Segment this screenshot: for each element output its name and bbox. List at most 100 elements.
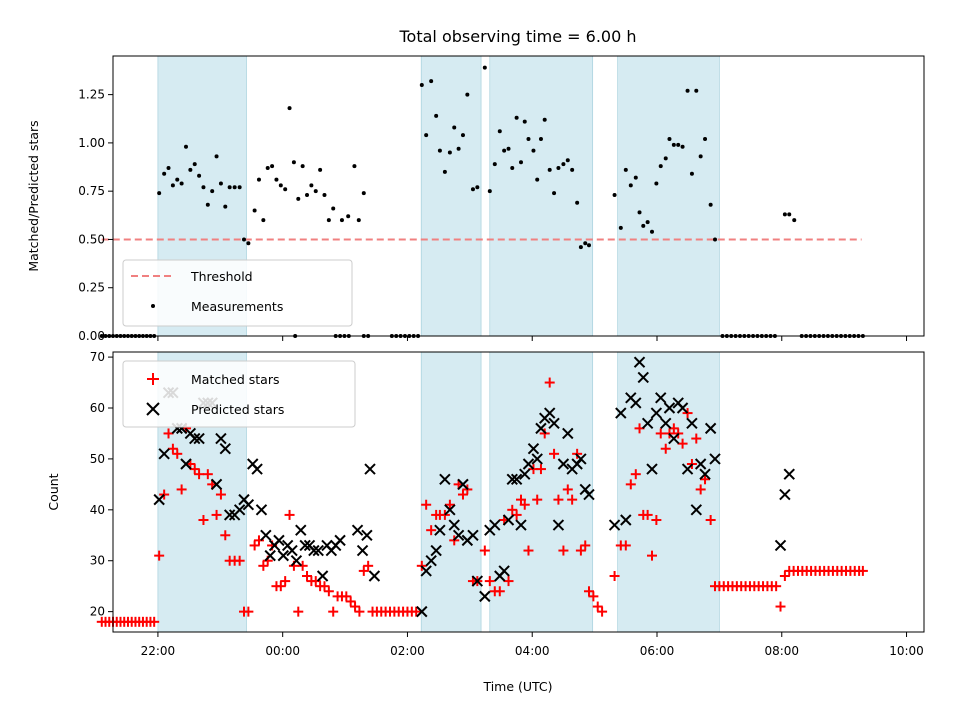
y-tick-label: 50 [90,452,105,466]
matched-star-point [176,484,187,495]
measurement-point [694,88,699,93]
measurement-point [201,185,206,190]
measurement-point [162,171,167,176]
measurement-point [242,237,247,242]
matched-star-point [421,499,432,510]
matched-star-point [700,474,711,485]
predicted-star-point [779,488,791,501]
matched-star-point [597,606,608,617]
measurement-point [331,206,336,211]
measurement-point [447,150,452,155]
measurement-point [434,113,439,118]
measurement-point [246,241,251,246]
measurement-point [214,154,219,159]
matched-star-point [198,515,209,525]
measurement-point [787,212,792,217]
measurement-point [487,189,492,194]
measurement-point [676,142,681,147]
matched-star-point [297,560,308,571]
measurement-point [210,189,215,194]
predicted-star-point [681,463,694,475]
matched-star-point [220,530,231,541]
measurement-point [658,164,663,169]
matched-star-point [275,581,286,592]
y-tick-label: 1.00 [78,136,105,150]
predicted-star-point [312,544,324,557]
predicted-star-point [686,417,698,429]
predicted-star-point [527,443,540,455]
measurement-point [192,162,197,167]
top-y-ticks: 0.00 0.25 0.50 0.75 1.00 1.25 [78,88,113,343]
predicted-star-point [158,448,170,460]
top-legend-box [122,259,353,327]
predicted-star-point [299,539,311,552]
measurement-point [179,181,184,186]
predicted-star-point [193,432,205,445]
measurement-point [356,218,361,223]
measurement-point [352,164,357,169]
matched-star-point [159,489,170,500]
y-tick-label: 40 [90,503,105,517]
matched-star-point [567,494,578,505]
matched-star-point [503,576,514,587]
measurement-point [586,243,591,248]
y-tick-label: 0.75 [78,184,105,198]
bottom-panel: 20 30 40 50 60 70 22:00 00:00 02:00 04:00 06:00 08… [46,350,925,694]
matched-star-point [691,433,702,444]
measurement-point [506,146,511,151]
matched-star-point [625,479,636,490]
measurement-point [218,181,223,186]
predicted-star-point [277,549,290,562]
matched-star-point [655,428,666,439]
measurement-point [274,177,279,182]
measurement-point [183,144,188,149]
measurement-point [291,160,296,165]
measurement-point [429,79,434,84]
predicted-star-point [709,453,721,465]
measurement-point [633,175,638,180]
measurement-point [313,189,318,194]
matched-star-point [363,560,374,571]
predicted-star-point [430,544,442,557]
predicted-star-point [425,555,437,567]
measurement-point [667,137,672,142]
predicted-star-point [515,519,527,531]
bottom-shaded-intervals [157,351,720,633]
predicted-star-point [444,504,456,516]
matched-star-point [532,494,543,505]
predicted-star-point [704,422,717,435]
predicted-star-point [153,493,165,506]
measurement-point [663,156,668,161]
matched-star-point [234,555,245,566]
measurement-point [346,214,351,219]
legend-measurements-swatch [151,304,155,308]
predicted-star-point [471,575,484,587]
x-tick-label: 00:00 [265,644,300,658]
matched-star-point [775,601,786,612]
matched-star-point [519,499,530,510]
matched-star-point [705,515,716,525]
predicted-star-point [416,605,428,618]
matched-star-point [779,571,790,581]
bottom-y-ticks: 20 30 40 50 60 70 [90,350,113,619]
matched-star-point [647,550,658,561]
matched-star-point [439,509,450,520]
measurement-point [237,185,242,190]
predicted-star-point [308,544,320,557]
predicted-star-point [543,407,556,419]
predicted-star-point [251,463,263,475]
measurement-point [538,137,543,142]
predicted-star-point [583,488,595,501]
matched-star-point [345,596,356,607]
matched-star-point [562,484,573,495]
x-axis-label: Time (UTC) [482,679,552,694]
measurement-point [671,142,676,147]
measurement-point [442,169,447,174]
legend-matched-label: Matched stars [191,372,279,387]
matched-star-point [523,545,534,556]
predicted-star-point [286,544,298,557]
measurement-point [689,171,694,176]
matched-star-point [592,601,603,612]
matched-star-point [354,606,365,617]
